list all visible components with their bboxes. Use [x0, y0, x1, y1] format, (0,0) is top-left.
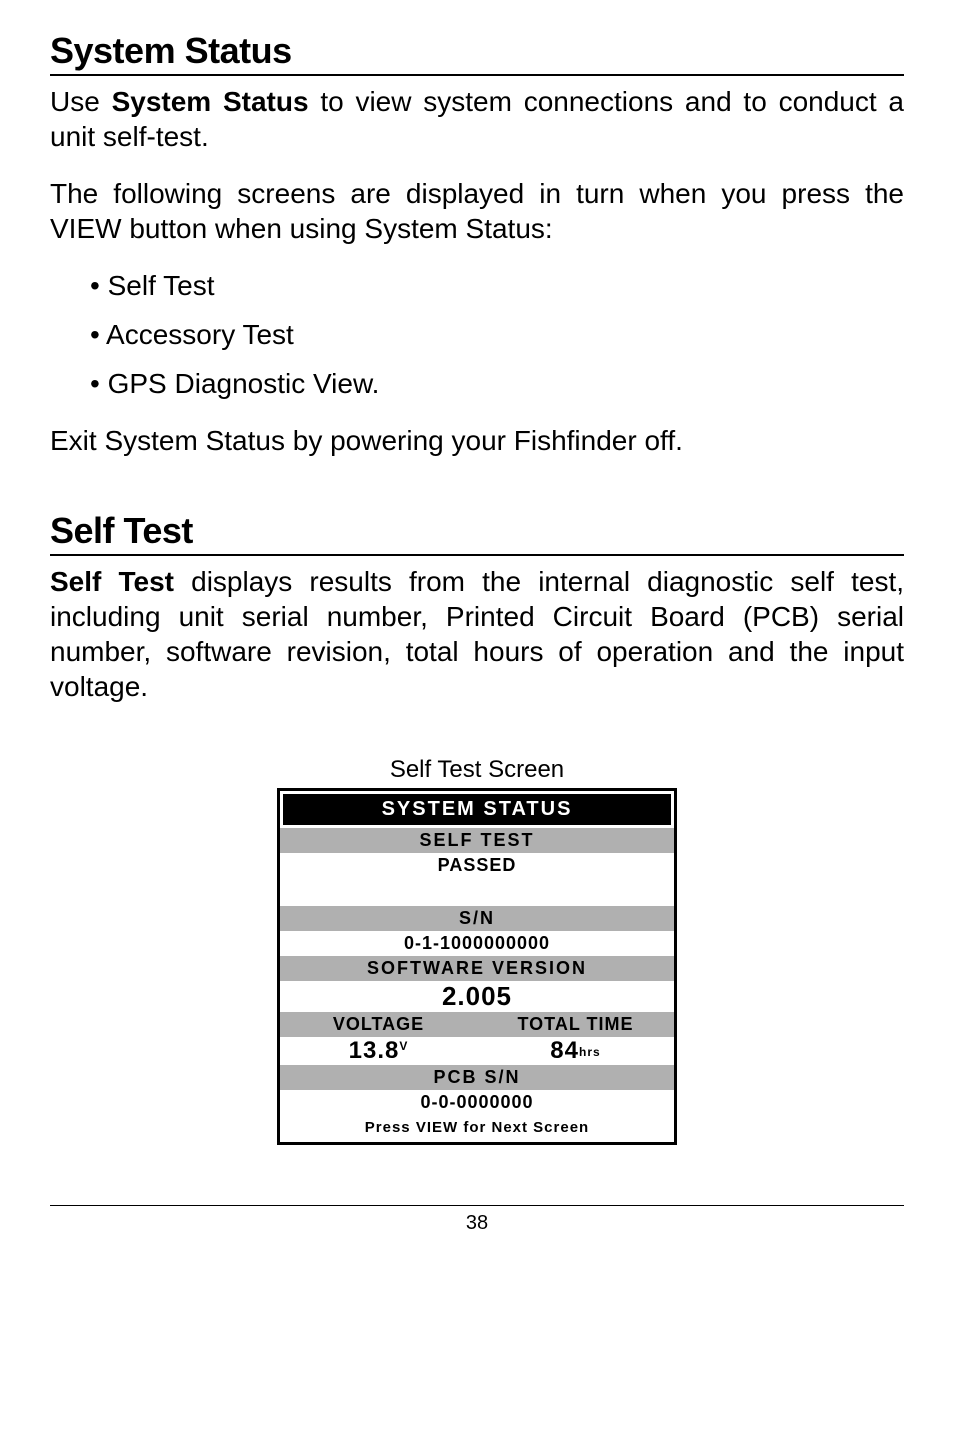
bullet-list: Self Test Accessory Test GPS Diagnostic … — [90, 268, 904, 401]
unit: V — [399, 1039, 408, 1053]
lcd-self-test-label: SELF TEST — [280, 828, 674, 853]
lcd-voltage-label: VOLTAGE — [280, 1012, 477, 1037]
lcd-spacer — [280, 878, 674, 906]
lcd-sw-label: SOFTWARE VERSION — [280, 956, 674, 981]
unit: hrs — [579, 1045, 601, 1059]
intro-paragraph-1: Use System Status to view system connect… — [50, 84, 904, 154]
intro-paragraph-2: The following screens are displayed in t… — [50, 176, 904, 246]
list-item: Self Test — [90, 268, 904, 303]
lcd-time-value: 84hrs — [477, 1037, 674, 1065]
bold-term: Self Test — [50, 566, 174, 597]
value: 84 — [550, 1037, 579, 1064]
lcd-voltage-time-row: VOLTAGE 13.8V TOTAL TIME 84hrs — [280, 1012, 674, 1065]
text: displays results from the internal diagn… — [50, 566, 904, 702]
lcd-sn-label: S/N — [280, 906, 674, 931]
self-test-paragraph: Self Test displays results from the inte… — [50, 564, 904, 704]
lcd-sn-value: 0-1-1000000000 — [280, 931, 674, 956]
lcd-footer-text: Press VIEW for Next Screen — [280, 1115, 674, 1142]
section-title-self-test: Self Test — [50, 510, 904, 556]
lcd-voltage-value: 13.8V — [280, 1037, 477, 1065]
lcd-pcb-value: 0-0-0000000 — [280, 1090, 674, 1115]
text: Use — [50, 86, 112, 117]
bold-term: System Status — [112, 86, 309, 117]
lcd-sw-value: 2.005 — [280, 981, 674, 1012]
lcd-title-bar: SYSTEM STATUS — [283, 794, 671, 825]
value: 13.8 — [349, 1037, 400, 1064]
page-number: 38 — [50, 1212, 904, 1235]
list-item: GPS Diagnostic View. — [90, 366, 904, 401]
section-title-system-status: System Status — [50, 30, 904, 76]
lcd-self-test-result: PASSED — [280, 853, 674, 878]
list-item: Accessory Test — [90, 317, 904, 352]
lcd-time-label: TOTAL TIME — [477, 1012, 674, 1037]
self-test-lcd-screen: SYSTEM STATUS SELF TEST PASSED S/N 0-1-1… — [277, 788, 677, 1145]
figure-caption: Self Test Screen — [50, 756, 904, 784]
page-footer-rule — [50, 1205, 904, 1206]
intro-paragraph-3: Exit System Status by powering your Fish… — [50, 423, 904, 458]
lcd-pcb-label: PCB S/N — [280, 1065, 674, 1090]
